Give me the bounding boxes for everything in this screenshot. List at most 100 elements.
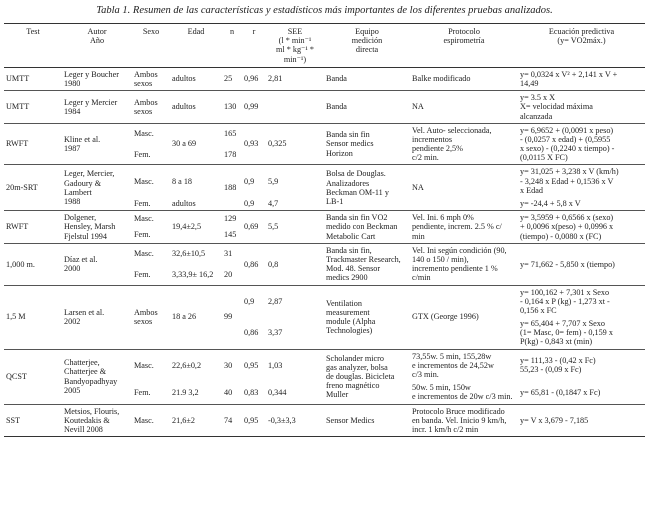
column-header: Autor Año — [62, 23, 132, 68]
table-cell: QCST — [4, 348, 62, 405]
table-row: QCST Chatterjee, Chatterjee & Bandyopadhy… — [4, 348, 645, 405]
column-header: r — [242, 23, 266, 68]
table-cell: 178 — [224, 149, 237, 159]
table-cell: Leger y Boucher 1980 — [62, 66, 132, 91]
column-header: SEE (l * min⁻¹ ml * kg⁻¹ * min⁻¹) — [266, 23, 324, 68]
table-cell: 0,9 — [242, 284, 266, 318]
table-cell: 8 a 18 — [170, 164, 222, 197]
table-row: RWFT Dolgener, Hensley, Marsh Fjelstul 19… — [4, 210, 645, 244]
table-head: Test Autor Año Sexo Edad n r SEE (l * min⁻¹ ml… — [4, 23, 645, 68]
table-cell: Leger y Mercier 1984 — [62, 90, 132, 124]
table-cell: 130 — [222, 90, 242, 124]
table-cell: 2,81 — [266, 66, 324, 91]
table-cell: Ambos sexos — [132, 66, 170, 91]
table-cell: 3,37 — [268, 328, 283, 338]
table-cell: 0,9 — [244, 199, 255, 208]
table-cell: 1,5 M — [4, 284, 62, 350]
table-cell: Leger, Mercier, Gadoury & Lambert 1988 — [62, 164, 132, 211]
table-cell: NA — [410, 164, 518, 211]
table-cell: 73,55w. 5 min, 155,28w e incrementos de … — [410, 348, 518, 382]
table-cell: Banda sin fin VO2 medido con Beckman Met… — [324, 210, 410, 244]
table-cell: 1,03 — [266, 348, 324, 382]
table-cell: 20 — [224, 269, 233, 279]
table-cell: Ambos sexos — [132, 90, 170, 124]
table-cell: Bolsa de Douglas. Analizadores Beckman O… — [324, 164, 410, 211]
table-cell: UMTT — [4, 90, 62, 124]
table-cell: Fem. — [134, 199, 151, 208]
table-row: UMTT Leger y Mercier 1984 Ambos sexos adult… — [4, 90, 645, 124]
table-cell: Ventilation measurement module (Alpha Te… — [324, 284, 410, 350]
table-cell: 165 — [222, 122, 242, 145]
table-cell: 145 — [224, 230, 237, 240]
table-cell: adultos — [170, 90, 222, 124]
table-cell: 0,99 — [242, 90, 266, 124]
table-cell: y= 3.5 x X X= velocidad máxima alcanzada — [518, 90, 645, 124]
table-body: UMTT Leger y Boucher 1980 Ambos sexos adult… — [4, 66, 645, 438]
table-cell: RWFT — [4, 210, 62, 244]
table-cell: y= V x 3,679 - 7,185 — [518, 403, 645, 438]
table-cell: 0,325 — [266, 122, 324, 165]
table-cell: Kline et al. 1987 — [62, 122, 132, 165]
table-cell: 5,5 — [266, 210, 324, 244]
table-cell: Fem. — [134, 149, 151, 159]
table-cell: Sensor Medics — [324, 403, 410, 438]
table-cell: adultos — [170, 66, 222, 91]
table-cell: 0,95 — [242, 348, 266, 382]
table-cell: 30 a 69 — [170, 122, 222, 165]
table-cell: 20m-SRT — [4, 164, 62, 211]
table-sub-row: Fem. 145 — [4, 227, 645, 243]
table-cell: 0,93 — [242, 122, 266, 165]
table-cell: adultos — [172, 199, 196, 208]
column-header: n — [222, 23, 242, 68]
table-cell: Banda sin fin, Trackmaster Research, Mod… — [324, 242, 410, 285]
table-cell: Masc. — [132, 348, 170, 382]
header-row: Test Autor Año Sexo Edad n r SEE (l * min⁻¹ ml… — [4, 23, 645, 68]
table-cell: 5,9 — [266, 164, 324, 197]
table-cell: Díaz et al. 2000 — [62, 242, 132, 285]
table-cell: Banda sin fin Sensor medics Horizon — [324, 122, 410, 165]
table-cell: 74 — [222, 403, 242, 438]
table-row: 1,5 M Larsen et al. 2002 Ambos sexos 18 a 2… — [4, 284, 645, 350]
table-cell: Ambos sexos — [132, 284, 170, 350]
table-cell: 18 a 26 — [170, 284, 222, 350]
table-cell: 50w. 5 min, 150w e incrementos de 20w c/… — [412, 383, 513, 402]
table-cell: 0,86 — [242, 242, 266, 285]
table-cell: Masc. — [132, 242, 170, 265]
table-row: 20m-SRT Leger, Mercier, Gadoury & Lambert… — [4, 164, 645, 211]
table-cell: Fem. — [134, 230, 151, 240]
column-header: Protocolo espirometría — [410, 23, 518, 68]
table-cell: 32,6±10,5 — [170, 242, 222, 265]
table-cell: y= 100,162 + 7,301 x Sexo - 0,164 x P (k… — [518, 284, 645, 318]
table-cell: Masc. — [132, 210, 170, 227]
table-cell: Scholander micro gas analyzer, bolsa de … — [324, 348, 410, 405]
column-header: Edad — [170, 23, 222, 68]
table-cell: 0,344 — [268, 387, 287, 397]
table-cell: 21.9 3,2 — [172, 387, 199, 397]
table-cell: -0,3±3,3 — [266, 403, 324, 438]
table-cell: 21,6±2 — [170, 403, 222, 438]
column-header: Test — [4, 23, 62, 68]
table-cell: Vel. Ini según condición (90, 140 o 150 … — [410, 242, 518, 285]
column-header: Sexo — [132, 23, 170, 68]
table-sub-row: Fem. adultos 0,9 4,7 y= -24,4 + 5,8 x V — [4, 197, 645, 211]
column-header: Equipo medición directa — [324, 23, 410, 68]
table-cell: Vel. Auto- seleccionada, incrementos pen… — [410, 122, 518, 165]
table-cell: y= -24,4 + 5,8 x V — [520, 199, 581, 208]
table-cell — [266, 90, 324, 124]
table-cell: 188 — [222, 164, 242, 211]
table-cell: Masc. — [132, 164, 170, 197]
table-cell: Larsen et al. 2002 — [62, 284, 132, 350]
table-cell: Balke modificado — [410, 66, 518, 91]
table-cell: 99 — [222, 284, 242, 350]
table-cell: 0,8 — [266, 242, 324, 285]
table-cell: Masc. — [132, 403, 170, 438]
table-row: UMTT Leger y Boucher 1980 Ambos sexos adult… — [4, 66, 645, 91]
table-cell: y= 111,33 - (0,42 x Fc) 55,23 - (0,09 x … — [518, 348, 645, 382]
table-cell: 0,96 — [242, 66, 266, 91]
table-cell: Banda — [324, 66, 410, 91]
table-cell: NA — [410, 90, 518, 124]
table-cell: Banda — [324, 90, 410, 124]
table-cell: RWFT — [4, 122, 62, 165]
table-cell: 2,87 — [266, 284, 324, 318]
